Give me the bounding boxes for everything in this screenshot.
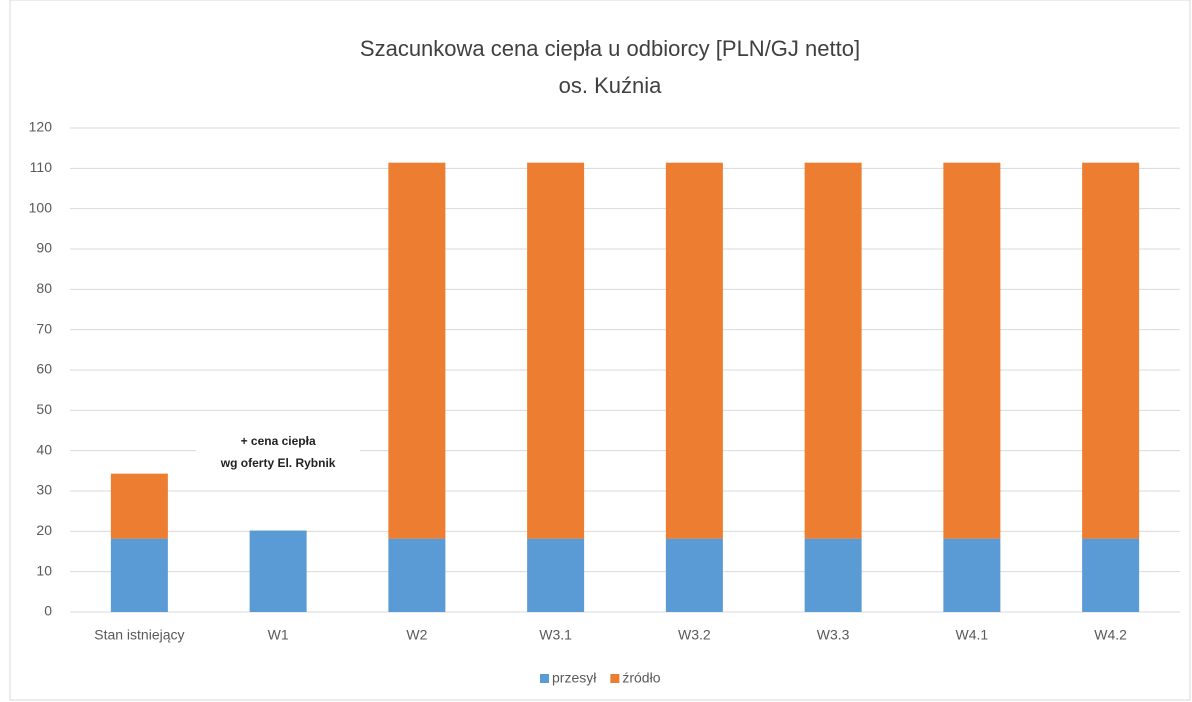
x-tick-label: W3.2: [678, 627, 711, 643]
bar-segment: [1082, 538, 1140, 612]
y-tick-label: 20: [36, 522, 52, 538]
bar-segment: [527, 538, 585, 612]
bar-segment: [943, 162, 1001, 539]
y-tick-label: 80: [36, 280, 52, 296]
chart-subtitle: os. Kuźnia: [559, 73, 662, 98]
x-tick-label: Stan istniejący: [94, 627, 184, 643]
legend-label: przesył: [552, 670, 597, 686]
bar-segment: [110, 538, 168, 612]
legend-swatch: [610, 674, 620, 683]
x-tick-label: W3.1: [539, 627, 572, 643]
bar-segment: [110, 473, 168, 539]
y-tick-label: 90: [36, 240, 52, 256]
y-tick-label: 110: [30, 159, 53, 175]
y-tick-label: 120: [29, 119, 53, 135]
x-tick-label: W2: [406, 627, 427, 643]
bar-segment: [249, 530, 307, 612]
legend-swatch: [540, 674, 549, 683]
bar-segment: [388, 162, 446, 539]
x-tick-label: W4.2: [1094, 627, 1127, 643]
y-tick-label: 10: [36, 562, 52, 578]
bar-segment: [665, 162, 723, 539]
bar-segment: [665, 538, 723, 612]
chart-title: Szacunkowa cena ciepła u odbiorcy [PLN/G…: [360, 36, 860, 61]
bar-segment: [804, 162, 862, 539]
x-tick-label: W1: [268, 627, 289, 643]
bar-segment: [388, 538, 446, 612]
x-tick-label: W4.1: [956, 627, 989, 643]
bar-segment: [804, 538, 862, 612]
x-tick-label: W3.3: [817, 627, 850, 643]
y-tick-label: 60: [36, 361, 52, 377]
chart-frame: [9, 0, 1191, 701]
y-tick-label: 0: [44, 603, 52, 619]
y-tick-label: 40: [36, 441, 52, 457]
annotation: + cena ciepła: [241, 434, 316, 448]
y-tick-label: 100: [29, 199, 53, 215]
bar-segment: [943, 538, 1001, 612]
legend-label: źródło: [622, 670, 660, 686]
annotation: wg oferty El. Rybnik: [220, 456, 336, 470]
y-tick-label: 30: [36, 482, 52, 498]
bar-segment: [527, 162, 585, 539]
y-tick-label: 50: [36, 401, 52, 417]
y-tick-label: 70: [36, 320, 52, 336]
bar-segment: [1082, 162, 1140, 539]
annotation-box: [196, 428, 361, 476]
